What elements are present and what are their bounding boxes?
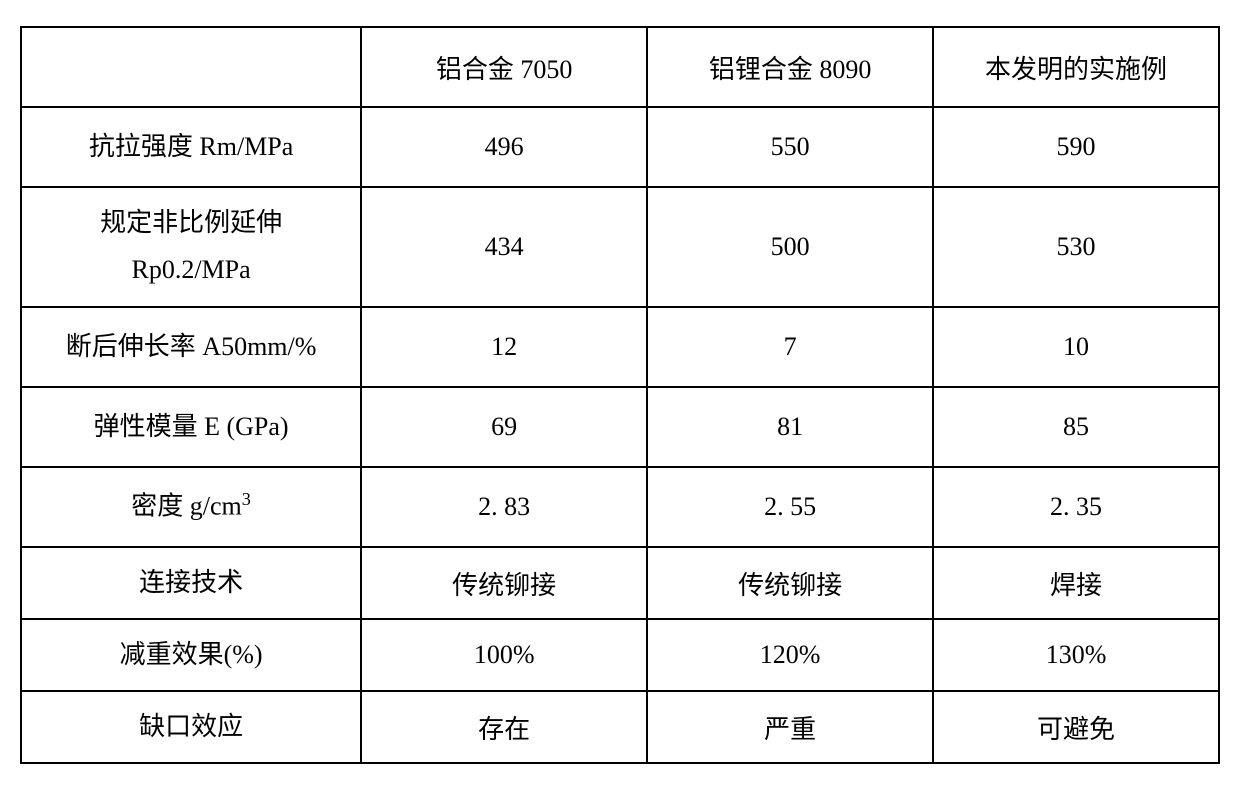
table-row: 弹性模量 E (GPa)698185 [21, 387, 1219, 467]
row-label: 弹性模量 E (GPa) [21, 387, 361, 467]
row-label: 密度 g/cm3 [21, 467, 361, 547]
table-row: 密度 g/cm32. 832. 552. 35 [21, 467, 1219, 547]
table-cell: 434 [361, 187, 647, 307]
table-cell: 69 [361, 387, 647, 467]
row-label: 规定非比例延伸Rp0.2/MPa [21, 187, 361, 307]
table-cell: 存在 [361, 691, 647, 763]
table-cell: 7 [647, 307, 933, 387]
row-label: 缺口效应 [21, 691, 361, 763]
row-label: 断后伸长率 A50mm/% [21, 307, 361, 387]
table-cell: 100% [361, 619, 647, 691]
table-cell: 500 [647, 187, 933, 307]
row-label: 连接技术 [21, 547, 361, 619]
table-cell: 2. 55 [647, 467, 933, 547]
table-row: 缺口效应存在严重可避免 [21, 691, 1219, 763]
table-cell: 传统铆接 [647, 547, 933, 619]
table-cell: 可避免 [933, 691, 1219, 763]
table-cell: 496 [361, 107, 647, 187]
table-cell: 2. 83 [361, 467, 647, 547]
table-row: 断后伸长率 A50mm/%12710 [21, 307, 1219, 387]
row-label: 减重效果(%) [21, 619, 361, 691]
table-row: 减重效果(%)100%120%130% [21, 619, 1219, 691]
row-label: 抗拉强度 Rm/MPa [21, 107, 361, 187]
header-empty [21, 27, 361, 107]
table-cell: 2. 35 [933, 467, 1219, 547]
table-cell: 81 [647, 387, 933, 467]
table-cell: 85 [933, 387, 1219, 467]
table-header-row: 铝合金 7050 铝锂合金 8090 本发明的实施例 [21, 27, 1219, 107]
table-row: 连接技术传统铆接传统铆接焊接 [21, 547, 1219, 619]
table-cell: 严重 [647, 691, 933, 763]
header-col-2: 铝锂合金 8090 [647, 27, 933, 107]
table-row: 抗拉强度 Rm/MPa496550590 [21, 107, 1219, 187]
table-cell: 120% [647, 619, 933, 691]
table-body: 抗拉强度 Rm/MPa496550590规定非比例延伸Rp0.2/MPa4345… [21, 107, 1219, 763]
table-cell: 12 [361, 307, 647, 387]
table-cell: 530 [933, 187, 1219, 307]
table-cell: 10 [933, 307, 1219, 387]
table-cell: 550 [647, 107, 933, 187]
table-cell: 590 [933, 107, 1219, 187]
header-col-3: 本发明的实施例 [933, 27, 1219, 107]
table-row: 规定非比例延伸Rp0.2/MPa434500530 [21, 187, 1219, 307]
header-col-1: 铝合金 7050 [361, 27, 647, 107]
comparison-table: 铝合金 7050 铝锂合金 8090 本发明的实施例 抗拉强度 Rm/MPa49… [20, 26, 1220, 764]
table-cell: 焊接 [933, 547, 1219, 619]
table-cell: 130% [933, 619, 1219, 691]
table-cell: 传统铆接 [361, 547, 647, 619]
